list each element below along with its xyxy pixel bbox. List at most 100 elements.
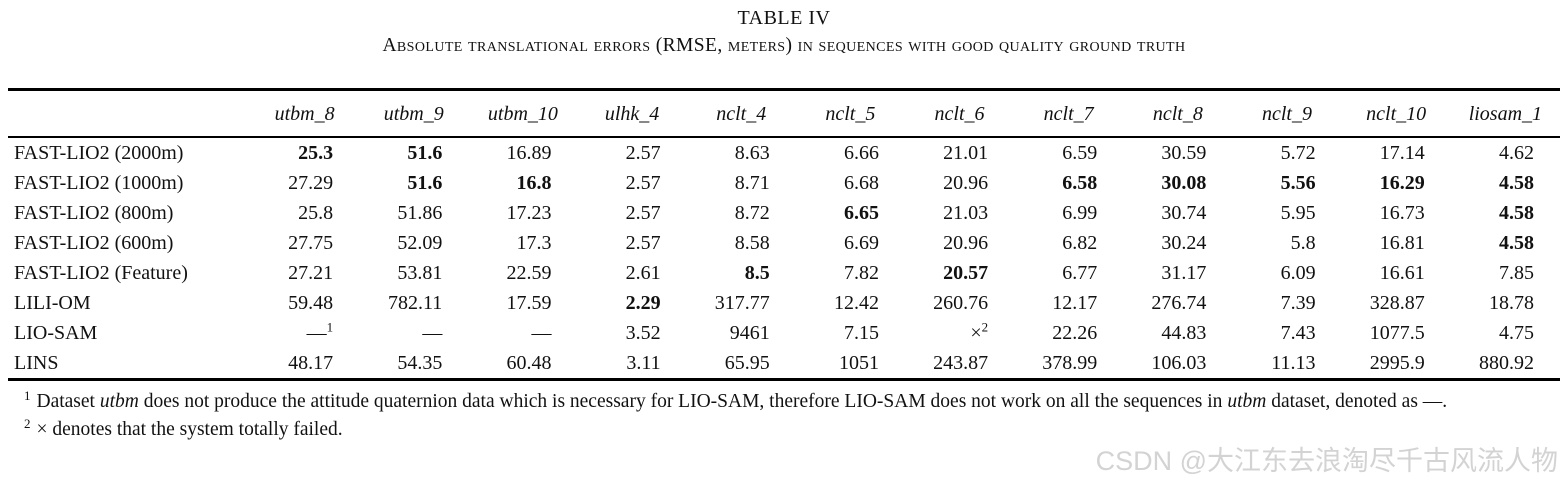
value-cell: 12.17 [1052,292,1098,314]
value-cell: 6.82 [1062,232,1098,254]
value-cell: 8.72 [734,202,770,224]
value-cell: 44.83 [1161,322,1207,344]
value-cell: 31.17 [1161,262,1207,284]
column-header-utbm_8: utbm_8 [250,89,360,138]
value-cell: 9461 [729,322,770,344]
value-cell: 7.82 [843,262,879,284]
row-label: LINS [14,352,59,374]
value-cell: 22.26 [1052,322,1098,344]
value-cell: 6.65 [843,202,879,224]
column-header-nclt_9: nclt_9 [1232,89,1342,138]
footnote-ref: 1 [326,319,334,335]
value-cell: 65.95 [724,352,770,374]
value-cell: 7.43 [1280,322,1316,344]
value-cell: 27.29 [288,172,334,194]
value-cell: 6.58 [1062,172,1098,194]
value-cell: —1 [306,319,334,344]
value-cell: 5.56 [1280,172,1316,194]
column-header-nclt_8: nclt_8 [1123,89,1233,138]
table-header: utbm_8 utbm_9 utbm_10 ulhk_4 nclt_4 nclt_5 ncl… [8,89,1560,138]
value-cell: 54.35 [397,352,443,374]
table-row: LILI-OM 59.48 782.11 17.59 2.29 317.77 12.42 26… [8,288,1560,318]
value-cell: — [422,322,443,344]
value-cell: 16.73 [1379,202,1425,224]
value-cell: 20.57 [943,262,989,284]
value-cell: 6.69 [843,232,879,254]
value-cell: 3.11 [626,352,661,374]
value-cell: 17.59 [506,292,552,314]
table-caption: Absolute translational errors (RMSE, met… [382,35,1186,56]
value-cell: 20.96 [943,232,989,254]
value-cell: 27.21 [288,262,334,284]
value-cell: 7.15 [843,322,879,344]
value-cell: 48.17 [288,352,334,374]
value-cell: 8.58 [734,232,770,254]
value-cell: 1077.5 [1369,322,1425,344]
column-header-utbm_9: utbm_9 [359,89,469,138]
value-cell: 6.68 [843,172,879,194]
value-cell: 6.99 [1062,202,1098,224]
value-cell: 276.74 [1151,292,1207,314]
column-header-nclt_6: nclt_6 [904,89,1015,138]
value-cell: 2.61 [625,262,661,284]
value-cell: 21.01 [943,142,989,164]
value-cell: 880.92 [1479,352,1534,374]
table-body: FAST-LIO2 (2000m) 25.3 51.6 16.89 2.57 8.63 6.… [8,137,1560,380]
value-cell: 51.6 [407,172,443,194]
value-cell: 8.63 [734,142,770,164]
row-label: FAST-LIO2 (1000m) [14,172,184,194]
value-cell: 4.75 [1499,322,1534,344]
value-cell: 30.08 [1161,172,1207,194]
value-cell: 4.62 [1499,142,1534,164]
table-number: TABLE IV [737,7,831,29]
table-row: LIO-SAM —1 — — 3.52 9461 7.15 ×2 22.26 44.83 7.43 1… [8,318,1560,348]
column-header-nclt_7: nclt_7 [1014,89,1124,138]
value-cell: 25.8 [298,202,334,224]
value-cell: 17.3 [516,232,552,254]
value-cell: 7.39 [1280,292,1316,314]
table-row: LINS 48.17 54.35 60.48 3.11 65.95 1051 243.87 37… [8,348,1560,380]
value-cell: 317.77 [714,292,770,314]
value-cell: 106.03 [1151,352,1207,374]
value-cell: 30.59 [1161,142,1207,164]
value-cell: 52.09 [397,232,443,254]
corner-cell [8,89,250,138]
footnote-marker: 1 [24,387,31,403]
column-header-nclt_5: nclt_5 [795,89,905,138]
value-cell: 8.71 [734,172,770,194]
value-cell: 1051 [838,352,879,374]
value-cell: 22.59 [506,262,552,284]
value-cell: 8.5 [744,262,770,284]
header-row: utbm_8 utbm_9 utbm_10 ulhk_4 nclt_4 nclt_5 ncl… [8,89,1560,138]
table-row: FAST-LIO2 (800m) 25.8 51.86 17.23 2.57 8.72 6.… [8,198,1560,228]
value-cell: 30.24 [1161,232,1207,254]
table-row: FAST-LIO2 (Feature) 27.21 53.81 22.59 2.61 8.… [8,258,1560,288]
csdn-watermark: CSDN @大江东去浪淘尽千古风流人物 [1095,446,1558,476]
value-cell: 6.66 [843,142,879,164]
value-cell: 2.57 [625,172,661,194]
value-cell: 18.78 [1489,292,1534,314]
footnote-ref: 2 [981,319,989,335]
table-row: FAST-LIO2 (600m) 27.75 52.09 17.3 2.57 8.58 6.… [8,228,1560,258]
value-cell: 3.52 [625,322,661,344]
value-cell: 6.77 [1062,262,1098,284]
value-cell: 243.87 [933,352,989,374]
value-cell: 4.58 [1499,232,1534,254]
value-cell: 16.89 [506,142,552,164]
value-cell: 27.75 [288,232,334,254]
value-cell: 328.87 [1369,292,1425,314]
column-header-nclt_10: nclt_10 [1341,89,1451,138]
value-cell: 2.29 [625,292,661,314]
row-label: LIO-SAM [14,322,98,344]
value-cell: 59.48 [288,292,334,314]
value-cell: 6.09 [1280,262,1316,284]
value-cell: 17.23 [506,202,552,224]
value-cell: 51.6 [407,142,443,164]
value-cell: 30.74 [1161,202,1207,224]
column-header-nclt_4: nclt_4 [686,89,796,138]
value-cell: 20.96 [943,172,989,194]
row-label: LILI-OM [14,292,91,314]
row-label: FAST-LIO2 (2000m) [14,142,184,164]
value-cell: 4.58 [1499,172,1534,194]
